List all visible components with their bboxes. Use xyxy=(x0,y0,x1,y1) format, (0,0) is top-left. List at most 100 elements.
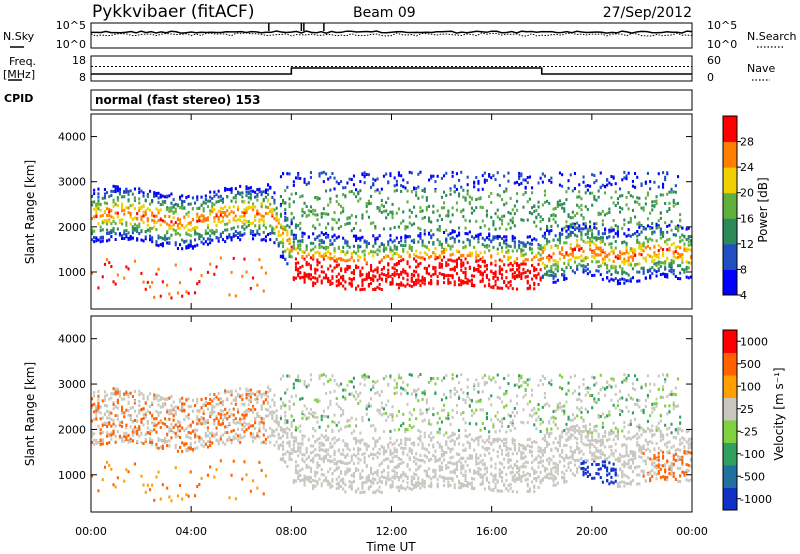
velocity-cell xyxy=(305,407,308,411)
velocity-cell xyxy=(138,393,141,397)
colorbar-swatch xyxy=(723,116,737,143)
velocity-cell xyxy=(385,418,388,422)
power-cell xyxy=(352,183,355,187)
power-cell xyxy=(679,277,682,281)
velocity-cell xyxy=(382,377,385,381)
power-cell xyxy=(125,221,128,225)
velocity-cell xyxy=(209,411,212,415)
power-cell xyxy=(174,263,177,267)
power-cell xyxy=(582,249,585,253)
velocity-cell xyxy=(397,376,400,380)
power-cell xyxy=(509,268,512,272)
velocity-cell xyxy=(374,443,377,447)
power-cell xyxy=(151,199,154,202)
power-cell xyxy=(110,222,113,226)
power-cell xyxy=(378,191,381,195)
power-cell xyxy=(541,249,544,253)
power-cell xyxy=(535,215,538,219)
power-cell xyxy=(191,207,194,211)
power-cell xyxy=(397,173,400,177)
power-cell xyxy=(599,212,602,216)
velocity-cell xyxy=(103,390,106,394)
velocity-cell xyxy=(228,408,231,412)
power-cell xyxy=(410,249,413,252)
velocity-cell xyxy=(256,395,259,399)
power-cell xyxy=(477,269,480,273)
power-cell xyxy=(393,239,396,243)
power-cell xyxy=(243,218,246,222)
power-cell xyxy=(524,243,527,247)
power-cell xyxy=(479,197,482,201)
power-cell xyxy=(294,235,297,239)
power-cell xyxy=(179,226,182,230)
velocity-cell xyxy=(275,440,278,444)
power-cell xyxy=(217,239,220,243)
power-cell xyxy=(385,255,388,259)
power-cell xyxy=(417,172,420,176)
power-cell xyxy=(498,270,501,274)
power-cell xyxy=(520,241,523,245)
velocity-cell xyxy=(271,432,274,435)
power-cell xyxy=(458,256,461,260)
power-cell xyxy=(355,286,358,290)
power-cell xyxy=(443,274,446,278)
power-cell xyxy=(327,245,330,249)
power-cell xyxy=(393,247,396,251)
power-cell xyxy=(325,253,328,257)
power-cell xyxy=(543,193,546,197)
power-cell xyxy=(413,281,416,284)
power-cell xyxy=(138,232,141,236)
power-cell xyxy=(359,229,362,232)
power-cell xyxy=(516,287,519,291)
power-cell xyxy=(657,262,660,266)
velocity-cell xyxy=(342,477,345,481)
power-cell xyxy=(518,266,521,270)
power-cell xyxy=(468,251,471,255)
power-cell xyxy=(419,210,422,213)
velocity-cell xyxy=(314,415,317,419)
velocity-cell xyxy=(367,404,370,408)
velocity-cell xyxy=(194,494,197,498)
velocity-cell xyxy=(168,409,171,413)
velocity-cell xyxy=(191,409,194,413)
power-cell xyxy=(342,236,345,240)
power-cell xyxy=(99,225,102,229)
power-cell xyxy=(430,280,433,284)
power-cell xyxy=(189,267,192,271)
velocity-cell xyxy=(260,404,263,408)
velocity-cell xyxy=(333,451,336,455)
power-cell xyxy=(481,273,484,277)
power-cell xyxy=(200,195,203,199)
velocity-cell xyxy=(294,426,297,429)
power-cell xyxy=(642,244,645,248)
velocity-cell xyxy=(378,408,381,412)
power-cell xyxy=(415,282,418,286)
power-cell xyxy=(247,200,250,204)
velocity-cell xyxy=(348,418,351,422)
velocity-cell xyxy=(271,433,274,437)
velocity-cell xyxy=(153,428,156,432)
power-cell xyxy=(101,196,104,200)
power-cell xyxy=(651,204,654,208)
velocity-cell xyxy=(262,392,265,396)
power-cell xyxy=(430,220,433,224)
power-cell xyxy=(453,267,456,271)
velocity-cell xyxy=(357,461,360,465)
power-cell xyxy=(331,275,334,279)
power-cell xyxy=(395,245,398,249)
power-cell xyxy=(337,280,340,284)
velocity-cell xyxy=(179,408,182,412)
velocity-cell xyxy=(237,420,240,424)
power-cell xyxy=(531,206,534,210)
power-cell xyxy=(344,287,347,291)
velocity-cell xyxy=(91,474,94,478)
power-cell xyxy=(138,201,141,205)
power-cell xyxy=(589,237,592,240)
power-cell xyxy=(567,259,570,262)
power-cell xyxy=(649,180,652,184)
power-cell xyxy=(425,198,428,202)
power-cell xyxy=(301,194,304,198)
velocity-cell xyxy=(335,397,338,400)
power-cell xyxy=(164,214,167,218)
power-cell xyxy=(114,238,117,241)
